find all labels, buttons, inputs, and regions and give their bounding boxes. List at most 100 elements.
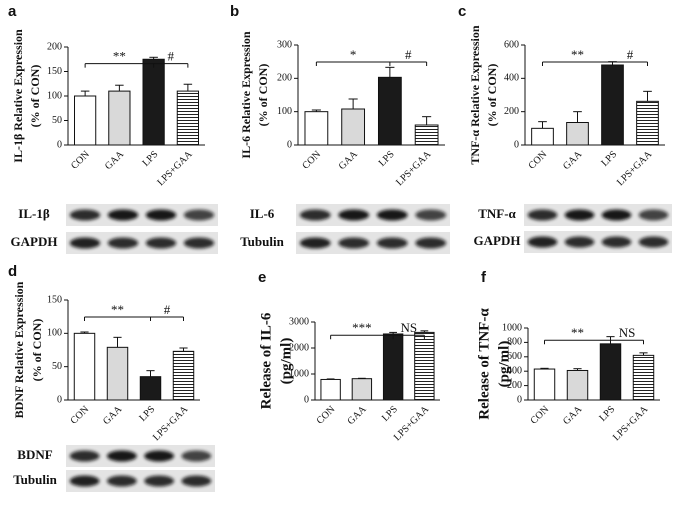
blot-band: [527, 209, 558, 221]
blot-band: [144, 450, 175, 462]
y-tick-label: 200: [504, 106, 519, 117]
blot-band: [106, 450, 137, 462]
y-tick-label: 600: [507, 351, 522, 362]
bar: [531, 127, 554, 146]
blot-band: [299, 209, 331, 221]
panel: a IL-1β Relative Expression (% of CON) 0 50 1…: [8, 3, 218, 254]
x-tick-label: LPS+GAA: [155, 148, 195, 188]
blot-band: [144, 475, 175, 487]
blot-band: [145, 237, 177, 249]
y-axis-label: (% of CON): [256, 64, 270, 127]
y-tick-label: 0: [57, 394, 62, 405]
blot-band: [601, 209, 632, 221]
blot-band: [376, 237, 408, 249]
y-tick-label: 100: [47, 90, 62, 101]
x-tick-label: CON: [529, 404, 552, 427]
blot-label: IL-1β: [18, 206, 50, 221]
blot-band: [527, 236, 558, 248]
y-tick-label: 1000: [289, 368, 309, 379]
y-axis-label: (pg/ml): [496, 341, 512, 388]
blot-band: [338, 237, 370, 249]
blot-band: [69, 475, 100, 487]
bar: [106, 346, 129, 401]
blot-band: [564, 236, 595, 248]
bar: [74, 95, 97, 146]
y-tick-label: 200: [47, 41, 62, 52]
blot-strip: [66, 445, 215, 467]
y-tick-label: 400: [507, 365, 522, 376]
blot-band: [69, 209, 101, 221]
bar: [566, 369, 589, 401]
blot-band: [107, 209, 139, 221]
blot-band: [564, 209, 595, 221]
blot-band: [69, 450, 100, 462]
significance-label: *: [350, 47, 357, 62]
significance-label: #: [164, 302, 171, 317]
bar: [139, 376, 162, 401]
blot-band: [638, 209, 669, 221]
panel-letter: d: [8, 263, 17, 280]
significance-label: **: [571, 47, 584, 62]
blot-band: [183, 237, 215, 249]
blot-band: [107, 237, 139, 249]
y-tick-label: 50: [52, 115, 62, 126]
y-tick-label: 600: [504, 39, 519, 50]
y-axis-label: (% of CON): [30, 319, 44, 382]
x-tick-label: LPS: [377, 149, 397, 169]
panel-letter: e: [258, 269, 266, 286]
bar: [176, 90, 199, 146]
blot-strip: [296, 204, 450, 226]
blot-label: GAPDH: [11, 234, 58, 249]
blot-strip: [66, 232, 218, 254]
panel: bIL-6 Relative Expression (% of CON) 0 100 2…: [230, 3, 450, 254]
y-axis-label: (% of CON): [485, 64, 499, 127]
x-tick-label: GAA: [346, 403, 370, 427]
blot-band: [299, 237, 331, 249]
panel: e Release of IL-6 (pg/ml) 0 1000 2000 3000 CON G…: [258, 269, 440, 443]
y-tick-label: 300: [277, 39, 292, 50]
x-tick-label: LPS: [597, 404, 617, 424]
x-tick-label: LPS+GAA: [392, 403, 432, 443]
y-tick-label: 0: [517, 394, 522, 405]
y-tick-label: 100: [47, 328, 62, 339]
blot-band: [145, 209, 177, 221]
bar: [142, 58, 165, 146]
blot-label: BDNF: [17, 447, 52, 462]
blot-strip: [66, 204, 218, 226]
y-axis-label: (pg/ml): [278, 338, 294, 385]
blot-strip: [296, 232, 450, 254]
y-tick-label: 1000: [502, 322, 522, 333]
blot-label: TNF-α: [478, 206, 516, 221]
blot-strip: [524, 204, 672, 226]
significance-label: ***: [352, 320, 372, 335]
bar: [351, 378, 373, 401]
bar: [566, 122, 589, 146]
blot-label: Tubulin: [13, 472, 57, 487]
bar: [601, 64, 624, 146]
significance-label: **: [111, 302, 124, 317]
bar: [341, 108, 366, 146]
blot-band: [638, 236, 669, 248]
bar: [599, 343, 622, 401]
y-axis-label: Release of TNF-α: [476, 308, 492, 420]
significance-label: NS: [400, 320, 417, 335]
y-axis-label: BDNF Relative Expression: [12, 281, 26, 418]
bar: [382, 333, 404, 401]
y-tick-label: 800: [507, 337, 522, 348]
y-tick-label: 3000: [289, 316, 309, 327]
blot-strip: [524, 231, 672, 253]
x-tick-label: LPS: [140, 149, 160, 169]
y-tick-label: 100: [277, 106, 292, 117]
y-tick-label: 200: [507, 380, 522, 391]
x-tick-label: GAA: [561, 403, 585, 427]
y-axis-label: IL-6 Relative Expression: [239, 31, 253, 158]
x-tick-label: LPS+GAA: [151, 403, 191, 443]
x-tick-label: LPS+GAA: [611, 403, 651, 443]
x-tick-label: CON: [300, 149, 323, 172]
y-tick-label: 50: [52, 361, 62, 372]
y-tick-label: 0: [287, 139, 292, 150]
bar: [320, 378, 341, 401]
blot-band: [415, 237, 447, 249]
x-tick-label: LPS: [380, 404, 400, 424]
